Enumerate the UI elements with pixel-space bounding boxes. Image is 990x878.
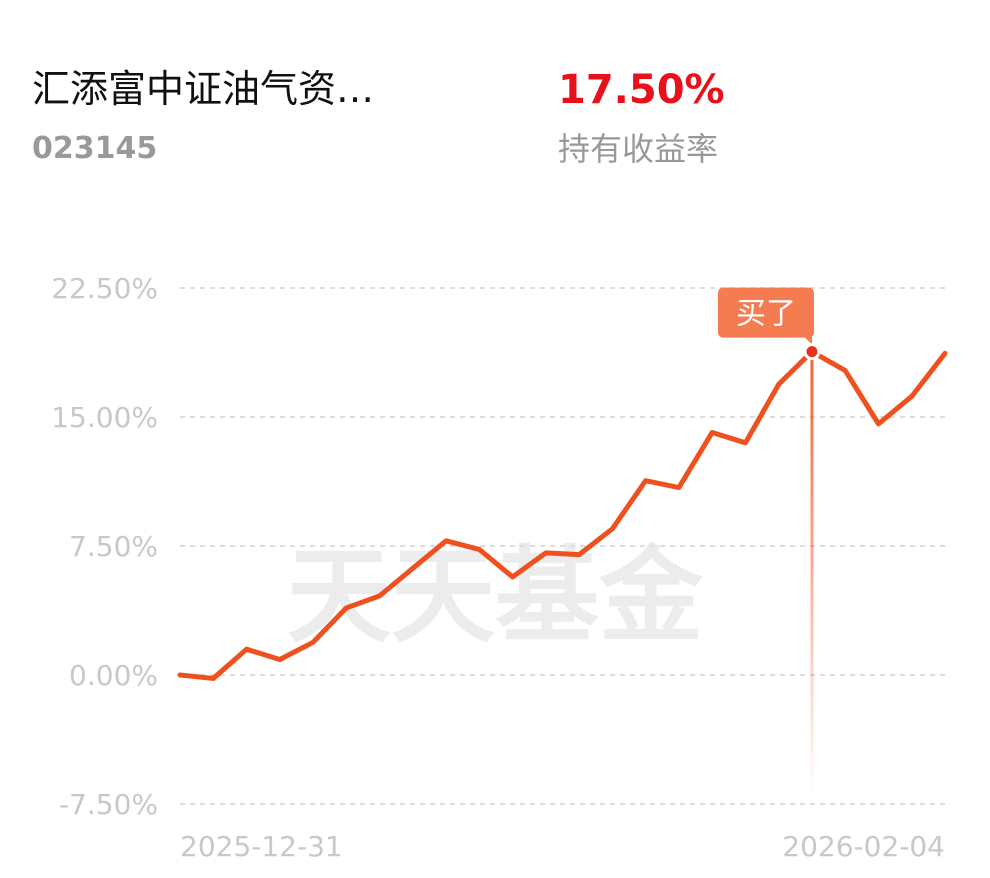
fund-name: 汇添富中证油气资…: [32, 67, 374, 111]
buy-point: [803, 343, 821, 361]
return-value: 17.50%: [558, 67, 725, 113]
buy-tag-text: 买了: [736, 297, 796, 332]
fund-code: 023145: [32, 131, 157, 166]
y-tick-label: -7.50%: [59, 788, 158, 821]
x-tick-label: 2026-02-04: [782, 830, 945, 863]
buy-tag: [717, 287, 814, 338]
watermark: 天天基金: [287, 535, 704, 657]
y-tick-label: 0.00%: [69, 659, 158, 692]
buy-guide: [810, 351, 814, 796]
y-tick-label: 7.50%: [69, 530, 158, 563]
y-tick-label: 22.50%: [51, 272, 158, 305]
buy-tag-pointer: [803, 336, 812, 345]
x-tick-label: 2025-12-31: [180, 830, 343, 863]
return-label: 持有收益率: [558, 130, 718, 168]
y-tick-label: 15.00%: [51, 401, 158, 434]
